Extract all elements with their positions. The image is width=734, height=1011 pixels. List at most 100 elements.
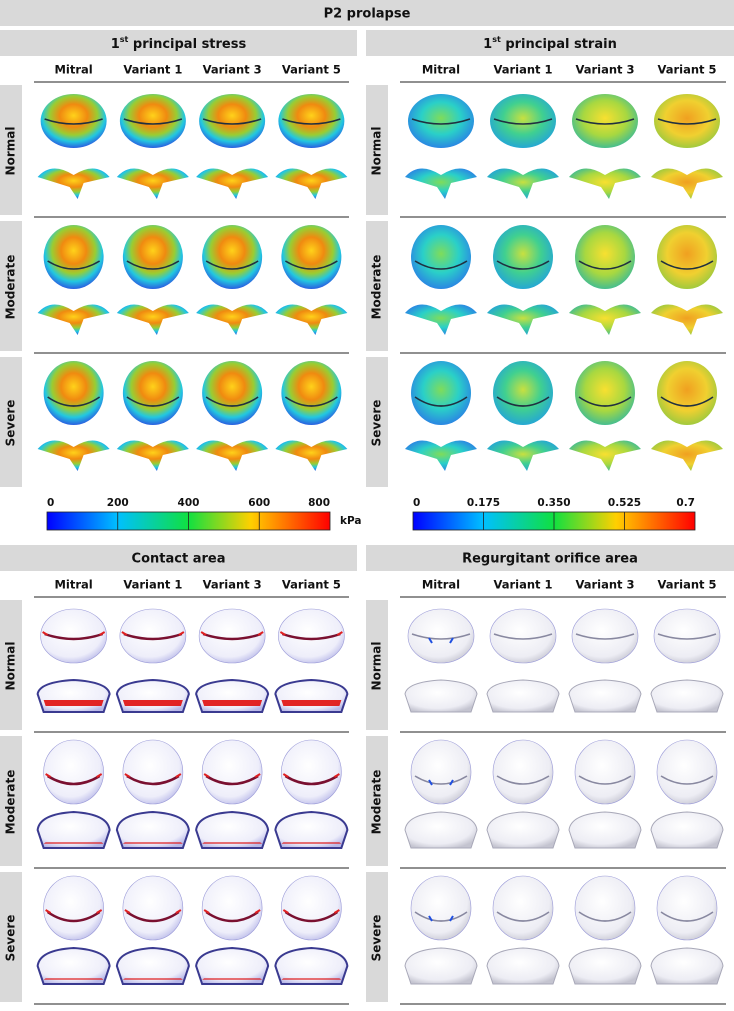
contact-region [202, 700, 263, 706]
valve-side-view [275, 168, 348, 199]
contact-region [43, 700, 104, 706]
valve-side-view [650, 679, 724, 713]
valve-top-view [122, 875, 184, 941]
valve-top-view [411, 225, 471, 289]
valve-top-view [572, 94, 638, 148]
coaptation-line [202, 118, 262, 125]
coaptation-line [496, 911, 550, 922]
valve-side-view [115, 946, 190, 985]
valve-side-view [487, 440, 559, 471]
valve-top-view [202, 361, 263, 425]
coaptation-line [44, 632, 104, 641]
column-header: Variant 1 [123, 578, 182, 592]
column-header: Variant 1 [493, 63, 552, 77]
valve [36, 875, 111, 985]
valve-side-view [651, 440, 723, 471]
valve-side-view [37, 168, 110, 199]
valve [116, 225, 189, 335]
valve [275, 225, 348, 335]
valve-top-view [654, 94, 720, 148]
coaptation-line [578, 260, 632, 270]
coaptation-line [126, 910, 180, 923]
valve-top-view [122, 739, 184, 805]
coaptation-line [496, 260, 550, 270]
coaptation-line [47, 260, 101, 270]
valve-side-view [405, 168, 477, 199]
valve [196, 225, 269, 335]
coaptation-line [123, 632, 183, 641]
valve-top-view [281, 739, 342, 805]
row-label-box [366, 221, 388, 351]
valve-side-view [487, 168, 559, 199]
valve [196, 361, 269, 471]
valve-top-view [201, 875, 263, 941]
coaptation-line [414, 775, 468, 785]
column-header: Variant 5 [282, 63, 341, 77]
valve-side-view [486, 679, 560, 713]
contact-region [281, 700, 342, 706]
valve-side-view [37, 304, 110, 335]
valve-side-view [36, 946, 111, 985]
valve-top-view [489, 608, 557, 664]
coaptation-line [44, 118, 103, 125]
valve-top-view [43, 361, 104, 425]
valve-side-view [650, 947, 724, 985]
row-label-box [0, 357, 22, 487]
coaptation-line [126, 396, 180, 407]
column-header: Mitral [422, 578, 460, 592]
contact-edge [203, 773, 261, 778]
contact-region [122, 842, 183, 844]
valve-top-view [490, 94, 556, 148]
valve-side-view [486, 947, 560, 985]
valve [650, 739, 724, 849]
contact-edge [45, 909, 103, 914]
valve [486, 875, 560, 985]
column-header: Variant 3 [575, 63, 634, 77]
valve-side-view [650, 811, 724, 849]
valve-top-view [574, 875, 636, 941]
column-header: Variant 3 [575, 578, 634, 592]
valve-side-view [487, 304, 559, 335]
coaptation-line [414, 396, 468, 407]
contact-edge [124, 773, 182, 778]
row-label: Normal [370, 642, 384, 691]
contact-edge [279, 631, 343, 636]
valve [650, 875, 724, 985]
valve-side-view [195, 946, 270, 985]
colorbar-tick-label: 200 [107, 497, 129, 509]
coaptation-line [496, 775, 550, 785]
valve [405, 94, 477, 199]
valve [404, 739, 478, 849]
coaptation-line [202, 632, 262, 641]
coaptation-line [411, 633, 471, 640]
valve [569, 94, 641, 199]
valve [195, 875, 270, 985]
colorbar-tick-label: 0.175 [467, 497, 500, 509]
colorbar-unit: kPa [340, 515, 361, 527]
valve-top-view [493, 225, 553, 289]
row-label-box [366, 736, 388, 866]
valve [37, 94, 110, 199]
row-label: Severe [370, 400, 384, 447]
coaptation-line [657, 633, 717, 640]
panel-title: Regurgitant orifice area [462, 552, 638, 567]
valve-side-view [568, 679, 642, 713]
coaptation-line [205, 260, 259, 270]
valve-top-view [492, 739, 554, 805]
valve-side-view [568, 811, 642, 849]
coaptation-line [660, 775, 714, 785]
coaptation-line [493, 633, 553, 640]
row-label: Normal [4, 127, 18, 176]
valve-side-view [116, 168, 189, 199]
valve-top-view [571, 608, 639, 664]
valve [569, 361, 641, 471]
valve [115, 739, 190, 849]
valve [196, 94, 269, 199]
valve [274, 875, 349, 985]
valve-top-view [119, 94, 186, 148]
contact-region [281, 978, 342, 980]
valve [36, 608, 111, 713]
valve-top-view [43, 739, 104, 805]
valve [404, 608, 478, 713]
